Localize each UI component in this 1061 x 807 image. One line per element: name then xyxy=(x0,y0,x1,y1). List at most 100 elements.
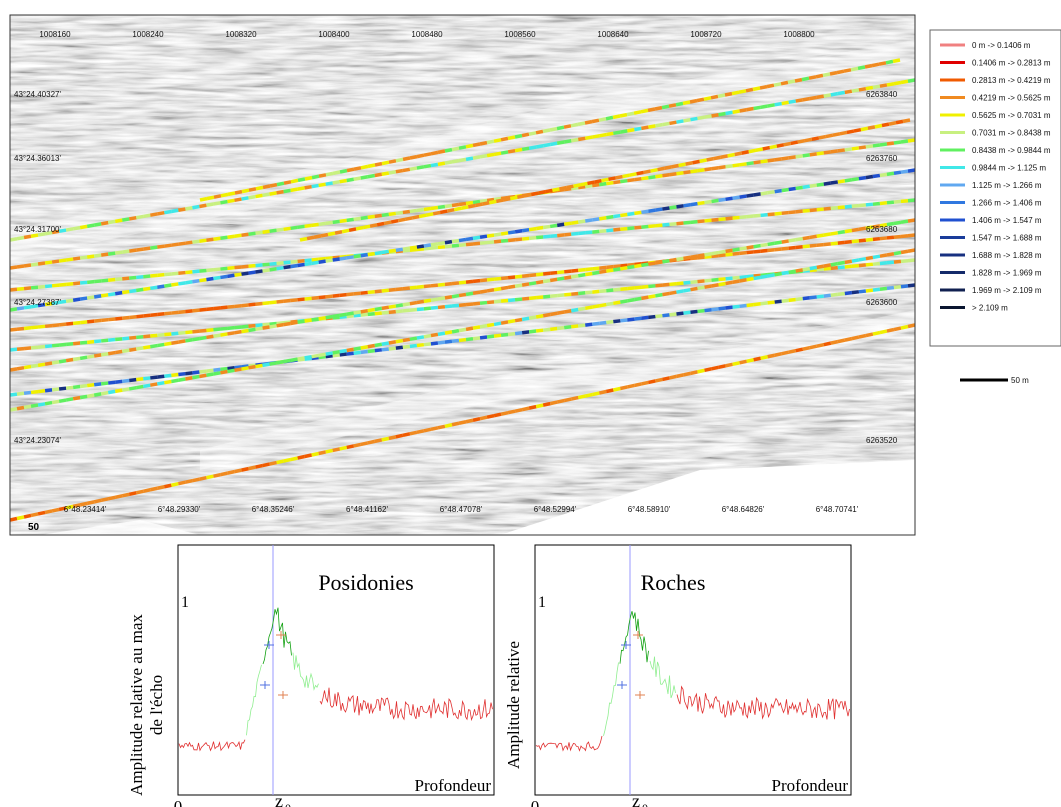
track-segment xyxy=(887,237,894,238)
track-segment xyxy=(321,234,328,235)
track-segment xyxy=(45,403,52,404)
track-segment xyxy=(803,237,810,238)
track-segment xyxy=(382,343,389,344)
track-segment xyxy=(487,290,494,291)
track-segment xyxy=(852,266,859,267)
track-segment xyxy=(389,312,396,313)
track-segment xyxy=(768,214,775,215)
track-segment xyxy=(459,340,466,341)
track-segment xyxy=(227,275,234,276)
track-segment xyxy=(284,323,291,324)
track-segment xyxy=(754,162,761,163)
top-tick-label: 1008400 xyxy=(318,30,350,39)
track-segment xyxy=(613,269,620,270)
track-segment xyxy=(475,204,482,205)
track-segment xyxy=(326,183,333,184)
track-segment xyxy=(775,354,782,356)
track-segment xyxy=(599,184,606,185)
track-segment xyxy=(45,286,52,287)
track-segment xyxy=(17,408,24,409)
track-segment xyxy=(796,270,803,271)
track-segment xyxy=(384,222,391,223)
track-segment xyxy=(705,280,712,281)
track-segment xyxy=(31,392,38,393)
y-label: de l'écho xyxy=(147,675,166,735)
track-segment xyxy=(452,161,459,162)
track-segment xyxy=(676,121,683,122)
track-segment xyxy=(192,310,199,311)
track-segment xyxy=(24,236,31,237)
track-segment xyxy=(466,244,473,245)
track-segment xyxy=(340,314,347,315)
track-segment xyxy=(536,405,543,407)
track-segment xyxy=(389,348,396,349)
track-segment xyxy=(754,246,761,247)
track-segment xyxy=(410,247,417,248)
track-segment xyxy=(494,414,501,416)
track-segment xyxy=(164,313,171,314)
track-segment xyxy=(10,369,17,370)
track-segment xyxy=(782,248,789,249)
track-segment xyxy=(368,314,375,315)
track-segment xyxy=(234,470,241,472)
track-segment xyxy=(889,123,896,124)
track-segment xyxy=(698,170,705,171)
track-segment xyxy=(143,276,150,277)
track-segment xyxy=(845,242,852,243)
track-segment xyxy=(740,253,747,254)
track-segment xyxy=(45,511,52,513)
track-segment xyxy=(396,305,403,306)
track-segment xyxy=(340,171,347,172)
track-segment xyxy=(17,517,24,519)
track-segment xyxy=(852,260,859,261)
track-segment xyxy=(747,279,754,280)
track-segment xyxy=(901,327,908,329)
track-segment xyxy=(354,293,361,294)
track-segment xyxy=(361,166,368,167)
track-segment xyxy=(171,380,178,381)
track-segment xyxy=(669,224,676,225)
track-segment xyxy=(866,290,873,291)
track-segment xyxy=(740,164,747,165)
track-segment xyxy=(606,183,613,184)
track-segment xyxy=(101,254,108,255)
track-segment xyxy=(819,137,826,138)
track-segment xyxy=(249,233,256,234)
track-segment xyxy=(886,61,893,62)
track-segment xyxy=(115,381,122,382)
track-segment xyxy=(122,251,129,252)
track-segment xyxy=(375,252,382,253)
track-segment xyxy=(129,380,136,381)
track-segment xyxy=(873,203,880,204)
track-segment xyxy=(171,484,178,486)
track-segment xyxy=(833,134,840,135)
track-segment xyxy=(641,178,648,179)
track-segment xyxy=(774,84,781,85)
track-segment xyxy=(501,287,508,288)
track-segment xyxy=(691,372,698,374)
track-segment xyxy=(543,226,550,227)
track-segment xyxy=(277,301,284,302)
track-segment xyxy=(754,304,761,305)
track-segment xyxy=(557,224,564,225)
track-segment xyxy=(578,396,585,398)
legend-label: 1.125 m -> 1.266 m xyxy=(972,181,1042,190)
track-segment xyxy=(838,92,845,93)
track-segment xyxy=(45,363,52,364)
track-segment xyxy=(838,150,845,151)
track-segment xyxy=(445,242,452,243)
track-segment xyxy=(873,86,880,87)
track-segment xyxy=(122,278,129,279)
track-segment xyxy=(171,333,178,334)
track-segment xyxy=(683,282,690,283)
track-segment xyxy=(242,198,249,199)
track-segment xyxy=(648,226,655,227)
track-segment xyxy=(796,211,803,212)
track-segment xyxy=(417,209,424,210)
track-segment xyxy=(627,385,634,387)
track-segment xyxy=(901,236,908,237)
track-segment xyxy=(501,413,508,415)
track-segment xyxy=(101,295,108,296)
track-segment xyxy=(676,291,683,292)
track-segment xyxy=(410,303,417,304)
